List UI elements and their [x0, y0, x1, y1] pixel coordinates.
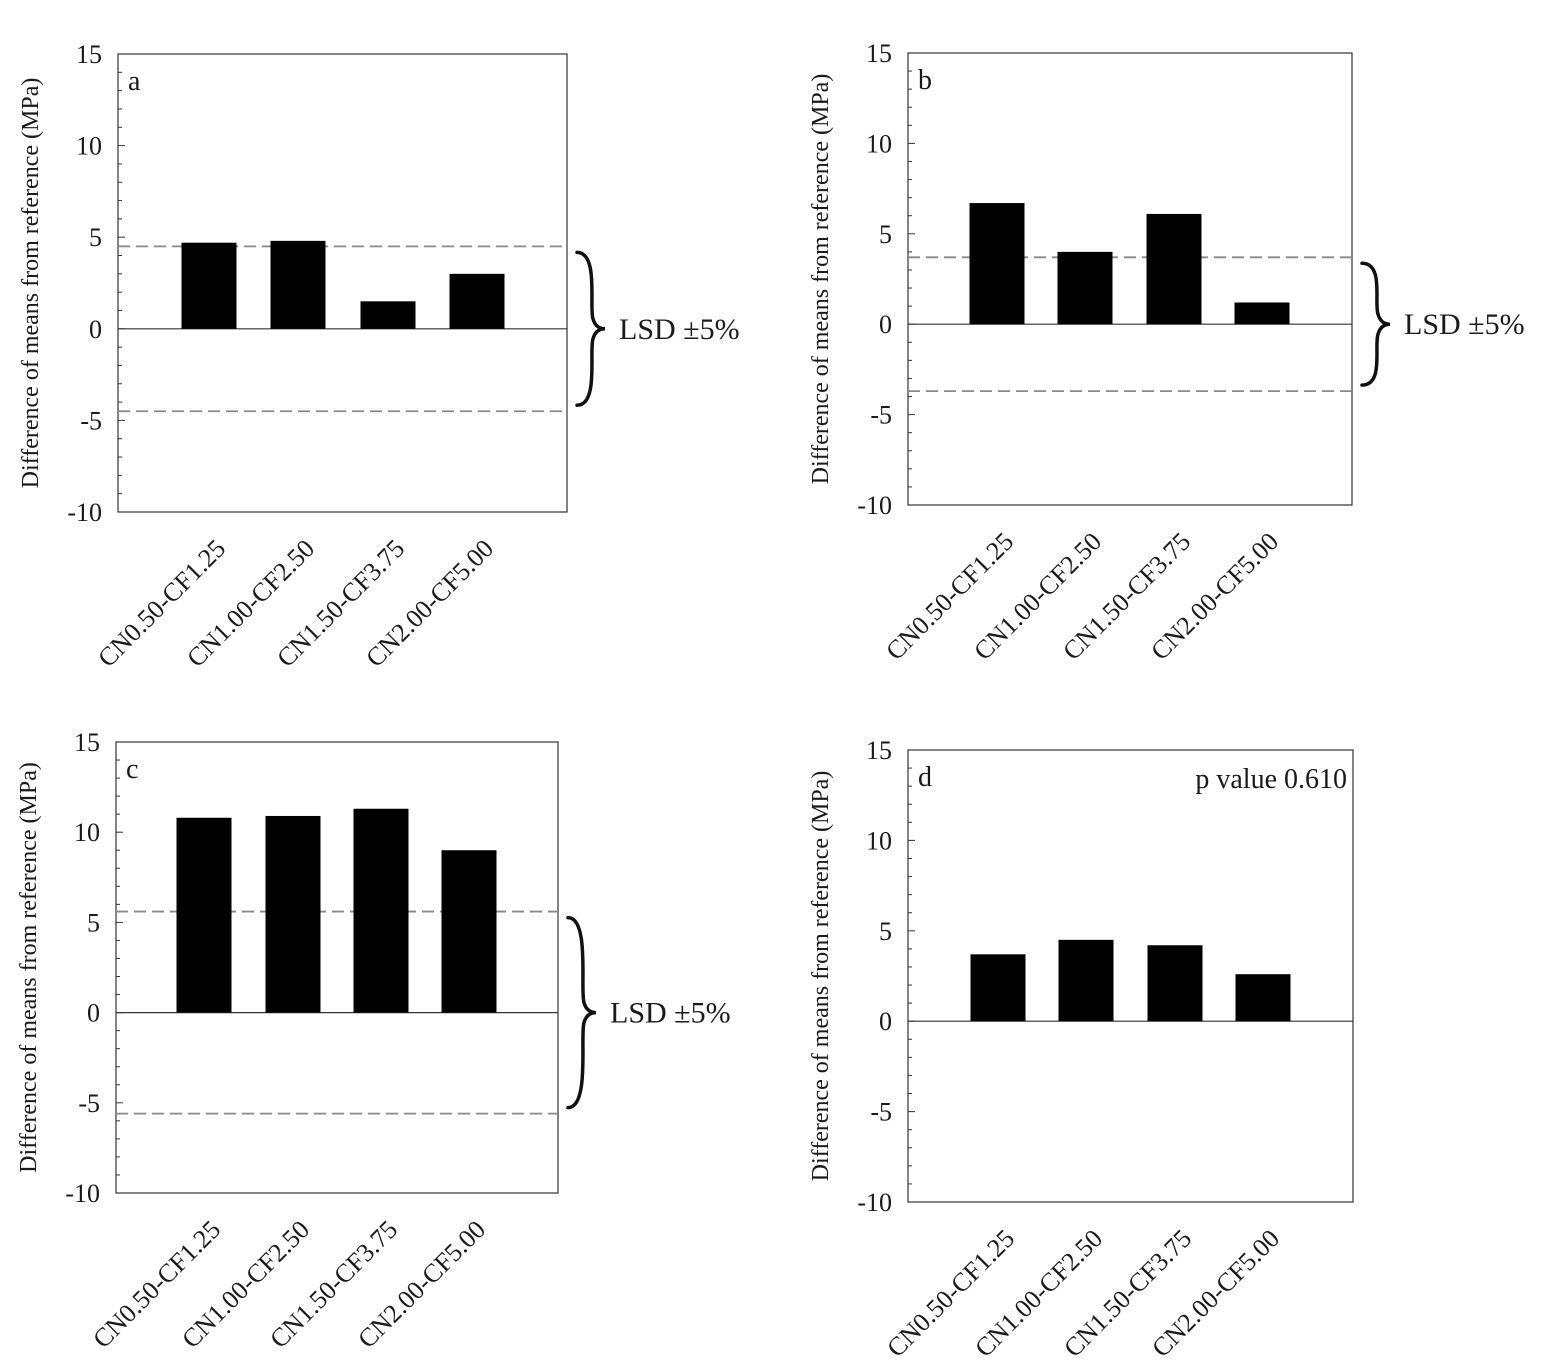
y-tick-label: -10 [65, 1179, 100, 1208]
y-tick-label: -5 [80, 406, 102, 435]
y-tick-label: 10 [76, 132, 102, 161]
y-tick-label: 10 [866, 129, 892, 158]
plot-frame [907, 52, 1353, 506]
panel-label: b [918, 65, 932, 96]
y-tick-label: 15 [866, 736, 892, 765]
bar [265, 815, 321, 1013]
y-tick-label: 15 [74, 728, 100, 757]
lsd-label: LSD ±5% [1404, 308, 1525, 341]
bar [1147, 945, 1203, 1022]
bar [1235, 974, 1291, 1022]
plot-frame [907, 749, 1354, 1203]
panel-label: c [126, 754, 138, 785]
lsd-brace [1360, 261, 1391, 387]
bar [449, 273, 505, 329]
y-tick-label: 5 [87, 908, 100, 937]
y-tick-label: 0 [879, 1007, 892, 1036]
bar [969, 203, 1025, 325]
bar [270, 240, 326, 329]
y-tick-label: -10 [857, 491, 892, 520]
plot-frame [117, 53, 568, 513]
bar [181, 242, 237, 329]
plot-frame [115, 741, 559, 1194]
bar [1146, 213, 1202, 325]
lsd-label: LSD ±5% [619, 313, 740, 346]
y-tick-label: 5 [879, 220, 892, 249]
lsd-brace [566, 915, 597, 1110]
y-tick-label: 5 [879, 917, 892, 946]
bar [970, 954, 1026, 1022]
y-tick-label: 0 [87, 999, 100, 1028]
panel-label: a [128, 66, 141, 97]
bar [353, 808, 409, 1013]
y-tick-label: 5 [89, 223, 102, 252]
bar [176, 817, 232, 1013]
y-axis-label: Difference of means from reference (MPa) [18, 78, 44, 489]
panel-label: d [918, 762, 932, 793]
bar [1058, 939, 1114, 1022]
y-tick-label: -5 [870, 1098, 892, 1127]
y-tick-label: -5 [78, 1089, 100, 1118]
bar [1057, 251, 1113, 325]
y-axis-label: Difference of means from reference (MPa) [808, 74, 834, 485]
lsd-label: LSD ±5% [610, 997, 731, 1030]
y-tick-label: -10 [857, 1188, 892, 1217]
y-axis-label: Difference of means from reference (MPa) [808, 771, 834, 1182]
p-value-annotation: p value 0.610 [1195, 764, 1347, 795]
bar [441, 850, 497, 1013]
y-tick-label: 15 [866, 39, 892, 68]
y-tick-label: 10 [74, 818, 100, 847]
bar [1234, 302, 1290, 325]
y-axis-label: Difference of means from reference (MPa) [16, 762, 42, 1173]
lsd-brace [575, 250, 606, 407]
bar [360, 301, 416, 329]
y-tick-label: -5 [870, 401, 892, 430]
y-tick-label: 0 [879, 310, 892, 339]
y-tick-label: -10 [67, 498, 102, 527]
y-tick-label: 10 [866, 826, 892, 855]
y-tick-label: 15 [76, 40, 102, 69]
y-tick-label: 0 [89, 315, 102, 344]
